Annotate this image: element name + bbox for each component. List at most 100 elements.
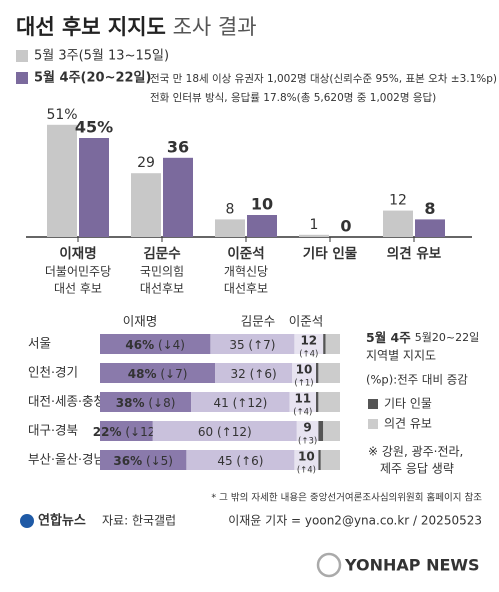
segment-change: (↑3) (298, 437, 317, 447)
segment (152, 421, 297, 441)
segment-label: 38% (↓8) (116, 396, 176, 410)
legend-swatch (16, 72, 28, 84)
logo: 연합뉴스 (38, 513, 86, 529)
segment (294, 450, 319, 470)
bar (247, 215, 277, 237)
segment-value: 38% (116, 396, 145, 410)
value-label: 45% (75, 118, 113, 137)
segment-value: 45 (217, 454, 232, 468)
legend-swatch (16, 50, 28, 62)
value-label: 29 (137, 155, 155, 171)
value-label: 36 (167, 137, 189, 156)
segment-change: (↑12) (233, 396, 268, 410)
segment-change: (↓8) (148, 396, 175, 410)
segment-value: 41 (214, 396, 229, 410)
column-header: 김문수 (241, 314, 276, 329)
segment (100, 450, 187, 470)
segment-value: 36% (113, 454, 142, 468)
segment (191, 392, 290, 412)
column-header: 이재명 (123, 314, 158, 329)
region-label: 대구·경북 (28, 423, 78, 438)
legend-title-sub: 5월20~22일 (415, 330, 479, 344)
value-label: 0 (340, 217, 351, 236)
watermark-icon (316, 552, 342, 578)
segment (323, 421, 340, 441)
title-suffix: 조사 결과 (173, 15, 257, 39)
segment (289, 392, 316, 412)
segment-change: (↑4) (297, 466, 316, 476)
segment-label: 60 (↑12) (198, 425, 252, 439)
credit: 이재윤 기자 = yoon2@yna.co.kr / 20250523 (228, 514, 482, 528)
footnote: 제주 응답 생략 (380, 462, 454, 476)
bar (131, 173, 161, 237)
segment-label: 11 (294, 392, 311, 406)
legend-label: 5월 4주(20~22일) (34, 70, 151, 86)
title: 대선 후보 지지도 조사 결과 (16, 15, 257, 39)
segment (100, 392, 192, 412)
segment (100, 334, 211, 354)
segment-change: (↑7) (248, 338, 275, 352)
legend-label: 5월 3주(5월 13~15일) (34, 49, 169, 64)
segment (318, 363, 340, 383)
survey-note: 전국 만 18세 이상 유권자 1,002명 대상(신뢰수준 95%, 표본 오… (150, 73, 497, 85)
category-note: 대선후보 (140, 282, 184, 296)
segment (292, 363, 316, 383)
category-note: 개혁신당 (224, 265, 268, 279)
segment (316, 392, 319, 412)
segment-label: 35 (↑7) (229, 338, 275, 352)
segment-label: 46% (↓4) (125, 338, 185, 352)
value-label: 1 (310, 217, 319, 233)
category-note: 대선후보 (224, 282, 268, 296)
value-label: 8 (226, 201, 235, 217)
segment (210, 334, 295, 354)
segment-value: 60 (198, 425, 213, 439)
category-label: 김문수 (143, 246, 180, 262)
segment-label: 10 (298, 450, 315, 464)
legend-note: (%p):전주 대비 증감 (366, 373, 468, 387)
segment-change: (↑6) (236, 454, 263, 468)
segment (100, 421, 153, 441)
bar (47, 124, 77, 237)
segment (325, 334, 340, 354)
region-label: 대전·세종·충청 (28, 394, 105, 409)
segment-change: (↓4) (158, 338, 185, 352)
segment (323, 334, 326, 354)
source: 자료: 한국갤럽 (102, 514, 176, 528)
segment (318, 392, 340, 412)
segment (318, 450, 321, 470)
segment (100, 363, 216, 383)
segment-label: 12 (300, 334, 317, 348)
logo-icon (20, 514, 34, 528)
legend-swatch (368, 419, 378, 429)
category-label: 이준석 (227, 245, 264, 262)
footer: * 그 밖의 자세한 내용은 중앙선거여론조사심의위원회 홈페이지 참조 연합뉴… (20, 492, 482, 578)
segment-change: (↑1) (294, 379, 313, 389)
segment-change: (↑12) (217, 425, 252, 439)
segment-label: 36% (↓5) (113, 454, 173, 468)
segment-label: 41 (↑12) (214, 396, 268, 410)
segment-label: 9 (303, 421, 311, 435)
bar (299, 234, 329, 237)
category-label: 기타 인물 (303, 245, 357, 262)
watermark: YONHAP NEWS (344, 556, 480, 575)
bar (79, 138, 109, 237)
segment-value: 22% (93, 425, 122, 439)
segment (294, 334, 324, 354)
segment-change: (↑6) (250, 367, 277, 381)
title-main: 대선 후보 지지도 (16, 15, 166, 39)
segment-change: (↓5) (146, 454, 173, 468)
category-note: 더불어민주당 (45, 265, 111, 279)
segment-label: 10 (296, 363, 313, 377)
legend-swatch (368, 399, 378, 409)
legend-label: 기타 인물 (384, 397, 432, 411)
segment (320, 450, 340, 470)
value-label: 12 (389, 193, 407, 209)
category-label: 이재명 (59, 245, 96, 262)
segment-label: 45 (↑6) (217, 454, 263, 468)
value-label: 8 (424, 199, 435, 218)
segment (186, 450, 295, 470)
column-header: 이준석 (289, 314, 324, 329)
legend-subtitle: 지역별 지지도 (366, 349, 436, 363)
